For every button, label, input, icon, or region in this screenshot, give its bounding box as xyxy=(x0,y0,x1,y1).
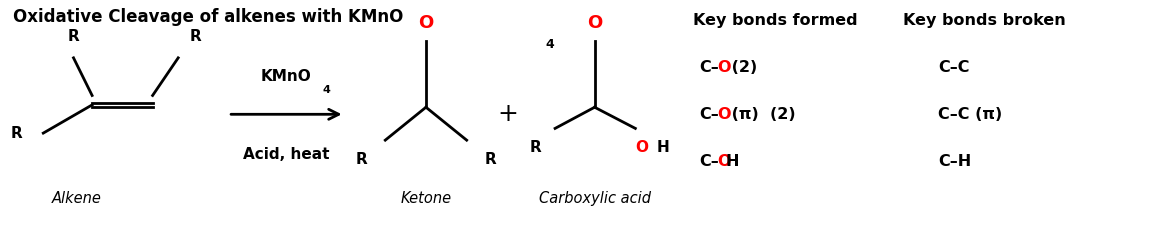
Text: O: O xyxy=(635,140,648,155)
Text: 4: 4 xyxy=(546,38,554,51)
Text: Key bonds formed: Key bonds formed xyxy=(693,13,857,28)
Text: O: O xyxy=(419,14,434,32)
Text: KMnO: KMnO xyxy=(261,69,311,84)
Text: C–: C– xyxy=(700,107,719,122)
Text: Oxidative Cleavage of alkenes with KMnO: Oxidative Cleavage of alkenes with KMnO xyxy=(13,8,403,26)
Text: H: H xyxy=(726,154,739,169)
Text: O: O xyxy=(717,60,731,75)
Text: O: O xyxy=(586,14,603,32)
Text: C–: C– xyxy=(700,154,719,169)
Text: Key bonds broken: Key bonds broken xyxy=(902,13,1066,28)
Text: Alkene: Alkene xyxy=(52,192,101,207)
Text: R: R xyxy=(10,126,22,141)
Text: C–C (π): C–C (π) xyxy=(937,107,1002,122)
Text: +: + xyxy=(497,102,518,126)
Text: R: R xyxy=(190,29,202,44)
Text: 4: 4 xyxy=(323,85,330,95)
Text: (π)  (2): (π) (2) xyxy=(726,107,795,122)
Text: C–C: C–C xyxy=(937,60,969,75)
Text: R: R xyxy=(356,152,367,167)
Text: O: O xyxy=(717,107,731,122)
Text: (2): (2) xyxy=(726,60,757,75)
Text: R: R xyxy=(484,152,496,167)
Text: C–: C– xyxy=(700,60,719,75)
Text: Acid, heat: Acid, heat xyxy=(244,147,330,162)
Text: C–H: C–H xyxy=(937,154,971,169)
Text: Ketone: Ketone xyxy=(400,192,451,207)
Text: Carboxylic acid: Carboxylic acid xyxy=(539,192,651,207)
Text: H: H xyxy=(656,140,669,155)
Text: R: R xyxy=(529,140,541,155)
Text: O: O xyxy=(717,154,731,169)
Text: R: R xyxy=(68,29,79,44)
